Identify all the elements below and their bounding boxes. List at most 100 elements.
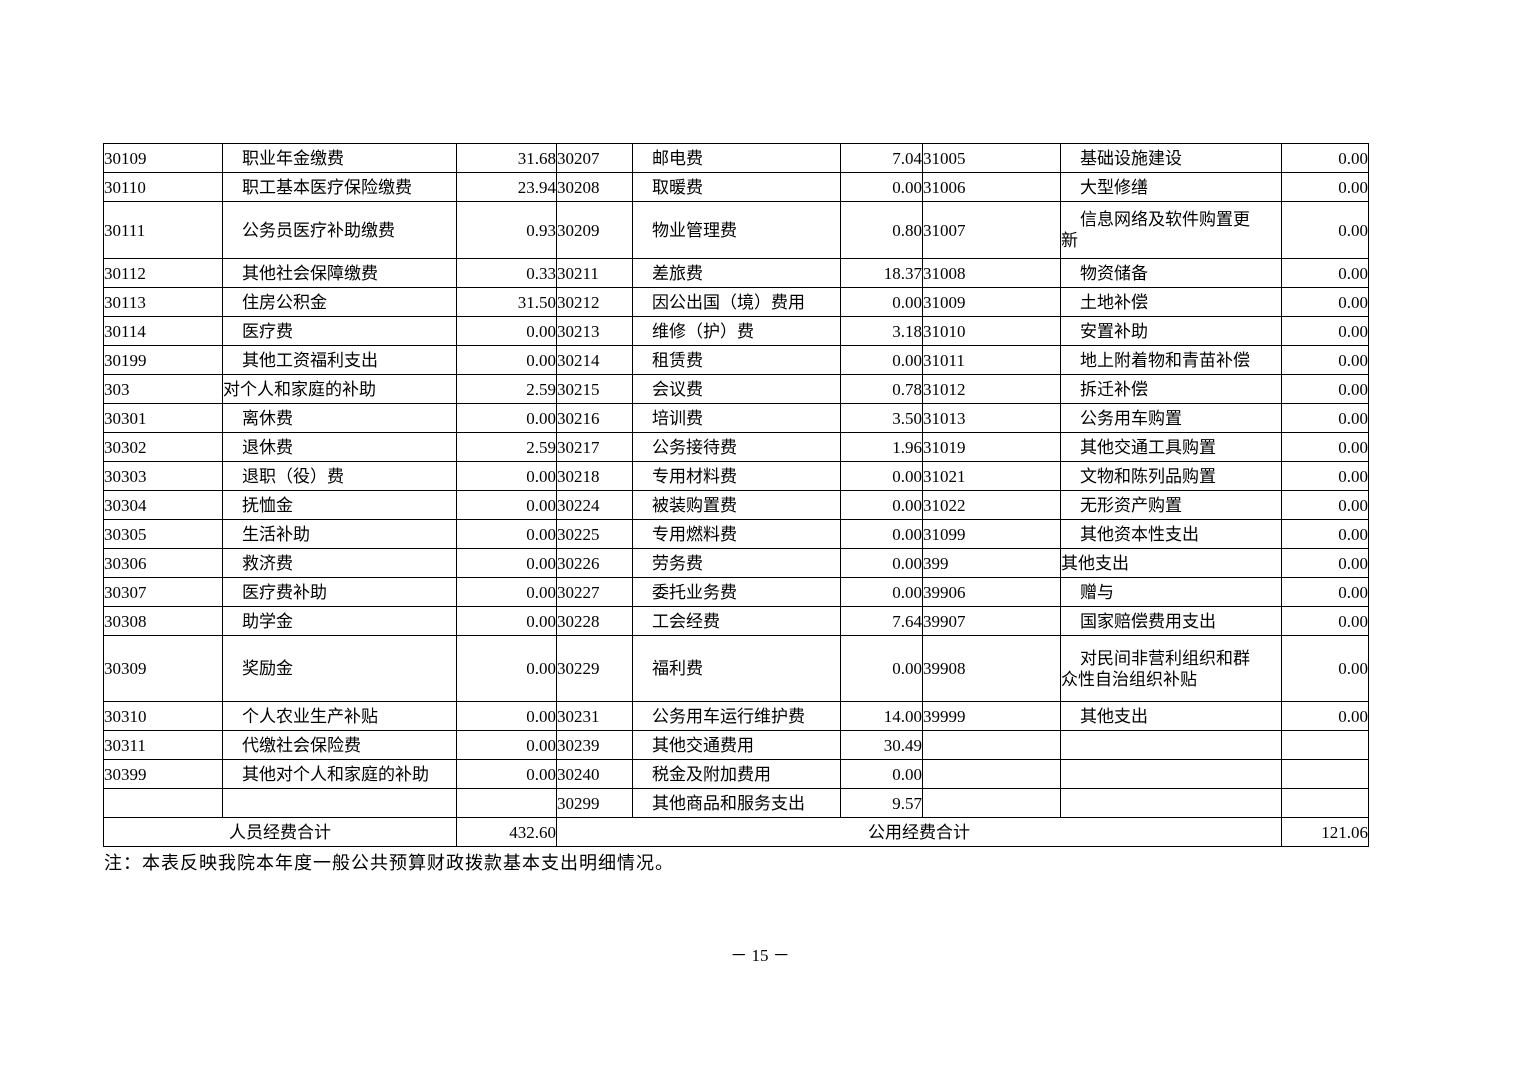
value-cell: 1.96 <box>840 432 923 462</box>
code-cell: 30226 <box>556 548 633 578</box>
code-cell: 39908 <box>922 635 1061 702</box>
name-cell: 委托业务费 <box>632 577 841 607</box>
table-row: 30311 代缴社会保险费 0.00 30239 其他交通费用 30.49 <box>103 730 1369 760</box>
name-cell: 税金及附加费用 <box>632 759 841 789</box>
table-row: 30113 住房公积金 31.50 30212 因公出国（境）费用 0.00 31009 土地… <box>103 287 1369 317</box>
value-cell: 0.00 <box>1281 461 1369 491</box>
value-cell: 0.00 <box>1281 374 1369 404</box>
code-cell: 30307 <box>103 577 223 607</box>
code-cell: 30303 <box>103 461 223 491</box>
name-cell: 救济费 <box>222 548 457 578</box>
value-cell: 0.00 <box>1281 258 1369 288</box>
table-row: 30309 奖励金 0.00 30229 福利费 0.00 39908 对民间非营利组织和群 … <box>103 635 1369 702</box>
code-cell: 30239 <box>556 730 633 760</box>
name-cell: 其他支出 <box>1060 548 1282 578</box>
footnote: 注：本表反映我院本年度一般公共预算财政拨款基本支出明细情况。 <box>104 853 674 873</box>
code-cell: 39907 <box>922 606 1061 636</box>
value-cell: 0.00 <box>1281 172 1369 202</box>
table-row: 30112 其他社会保障缴费 0.33 30211 差旅费 18.37 31008 物资储备 0… <box>103 258 1369 288</box>
code-cell: 30212 <box>556 287 633 317</box>
name-cell: 其他社会保障缴费 <box>222 258 457 288</box>
name-cell: 公务接待费 <box>632 432 841 462</box>
value-cell: 0.00 <box>456 316 557 346</box>
name-cell: 基础设施建设 <box>1060 143 1282 173</box>
code-cell: 30228 <box>556 606 633 636</box>
totals-row: 人员经费合计 432.60 公用经费合计 121.06 <box>103 817 1369 847</box>
code-cell: 30213 <box>556 316 633 346</box>
value-cell: 0.00 <box>840 490 923 520</box>
code-cell: 31012 <box>922 374 1061 404</box>
code-cell: 31013 <box>922 403 1061 433</box>
page-number: － 15 － <box>730 946 790 965</box>
value-cell: 30.49 <box>840 730 923 760</box>
value-cell: 0.00 <box>1281 403 1369 433</box>
code-cell: 31009 <box>922 287 1061 317</box>
table-row: 30114 医疗费 0.00 30213 维修（护）费 3.18 31010 安置补助 0.00 <box>103 316 1369 346</box>
name-cell <box>1060 788 1282 818</box>
value-cell: 0.00 <box>840 287 923 317</box>
name-cell: 公务用车购置 <box>1060 403 1282 433</box>
value-cell: 0.00 <box>1281 316 1369 346</box>
value-cell: 0.00 <box>840 759 923 789</box>
code-cell: 30306 <box>103 548 223 578</box>
code-cell: 30229 <box>556 635 633 702</box>
value-cell: 0.00 <box>1281 345 1369 375</box>
value-cell: 0.00 <box>456 519 557 549</box>
code-cell: 30209 <box>556 201 633 259</box>
value-cell: 0.00 <box>456 635 557 702</box>
value-cell: 0.78 <box>840 374 923 404</box>
value-cell: 2.59 <box>456 374 557 404</box>
name-cell: 其他交通工具购置 <box>1060 432 1282 462</box>
name-cell: 无形资产购置 <box>1060 490 1282 520</box>
name-cell: 大型修缮 <box>1060 172 1282 202</box>
name-cell: 邮电费 <box>632 143 841 173</box>
code-cell <box>922 759 1061 789</box>
table-row: 303 对个人和家庭的补助 2.59 30215 会议费 0.78 31012 拆迁补偿 0.0… <box>103 374 1369 404</box>
code-cell: 30217 <box>556 432 633 462</box>
code-cell: 30231 <box>556 701 633 731</box>
name-cell: 物资储备 <box>1060 258 1282 288</box>
name-cell: 会议费 <box>632 374 841 404</box>
code-cell: 30311 <box>103 730 223 760</box>
code-cell: 31010 <box>922 316 1061 346</box>
name-cell: 专用材料费 <box>632 461 841 491</box>
value-cell: 0.00 <box>456 345 557 375</box>
name-cell <box>1060 730 1282 760</box>
value-cell: 0.00 <box>456 759 557 789</box>
name-cell: 其他商品和服务支出 <box>632 788 841 818</box>
name-cell: 其他交通费用 <box>632 730 841 760</box>
name-cell: 对个人和家庭的补助 <box>222 374 457 404</box>
name-cell: 助学金 <box>222 606 457 636</box>
value-cell: 2.59 <box>456 432 557 462</box>
public-total-label: 公用经费合计 <box>556 817 1282 847</box>
code-cell: 31008 <box>922 258 1061 288</box>
value-cell: 0.00 <box>1281 143 1369 173</box>
code-cell: 30114 <box>103 316 223 346</box>
value-cell: 0.00 <box>456 548 557 578</box>
value-cell: 0.00 <box>1281 519 1369 549</box>
name-cell: 奖励金 <box>222 635 457 702</box>
value-cell: 0.00 <box>456 461 557 491</box>
value-cell <box>1281 788 1369 818</box>
code-cell: 303 <box>103 374 223 404</box>
name-cell: 公务用车运行维护费 <box>632 701 841 731</box>
table-row: 30308 助学金 0.00 30228 工会经费 7.64 39907 国家赔偿费用支出 0.… <box>103 606 1369 636</box>
table-row: 30302 退休费 2.59 30217 公务接待费 1.96 31019 其他交通工具购置 0… <box>103 432 1369 462</box>
value-cell: 0.00 <box>1281 201 1369 259</box>
table-row: 30306 救济费 0.00 30226 劳务费 0.00 399 其他支出 0.00 <box>103 548 1369 578</box>
budget-table: 30109 职业年金缴费 31.68 30207 邮电费 7.04 31005 基础设施建设 0… <box>103 143 1369 847</box>
personnel-total-value: 432.60 <box>456 817 557 847</box>
code-cell: 30216 <box>556 403 633 433</box>
personnel-total-label: 人员经费合计 <box>103 817 457 847</box>
value-cell: 0.00 <box>1281 701 1369 731</box>
value-cell: 0.00 <box>840 345 923 375</box>
code-cell: 39999 <box>922 701 1061 731</box>
code-cell: 30215 <box>556 374 633 404</box>
name-cell: 生活补助 <box>222 519 457 549</box>
value-cell: 0.00 <box>1281 577 1369 607</box>
name-cell: 职工基本医疗保险缴费 <box>222 172 457 202</box>
name-cell: 因公出国（境）费用 <box>632 287 841 317</box>
code-cell: 399 <box>922 548 1061 578</box>
name-cell: 离休费 <box>222 403 457 433</box>
code-cell: 30207 <box>556 143 633 173</box>
